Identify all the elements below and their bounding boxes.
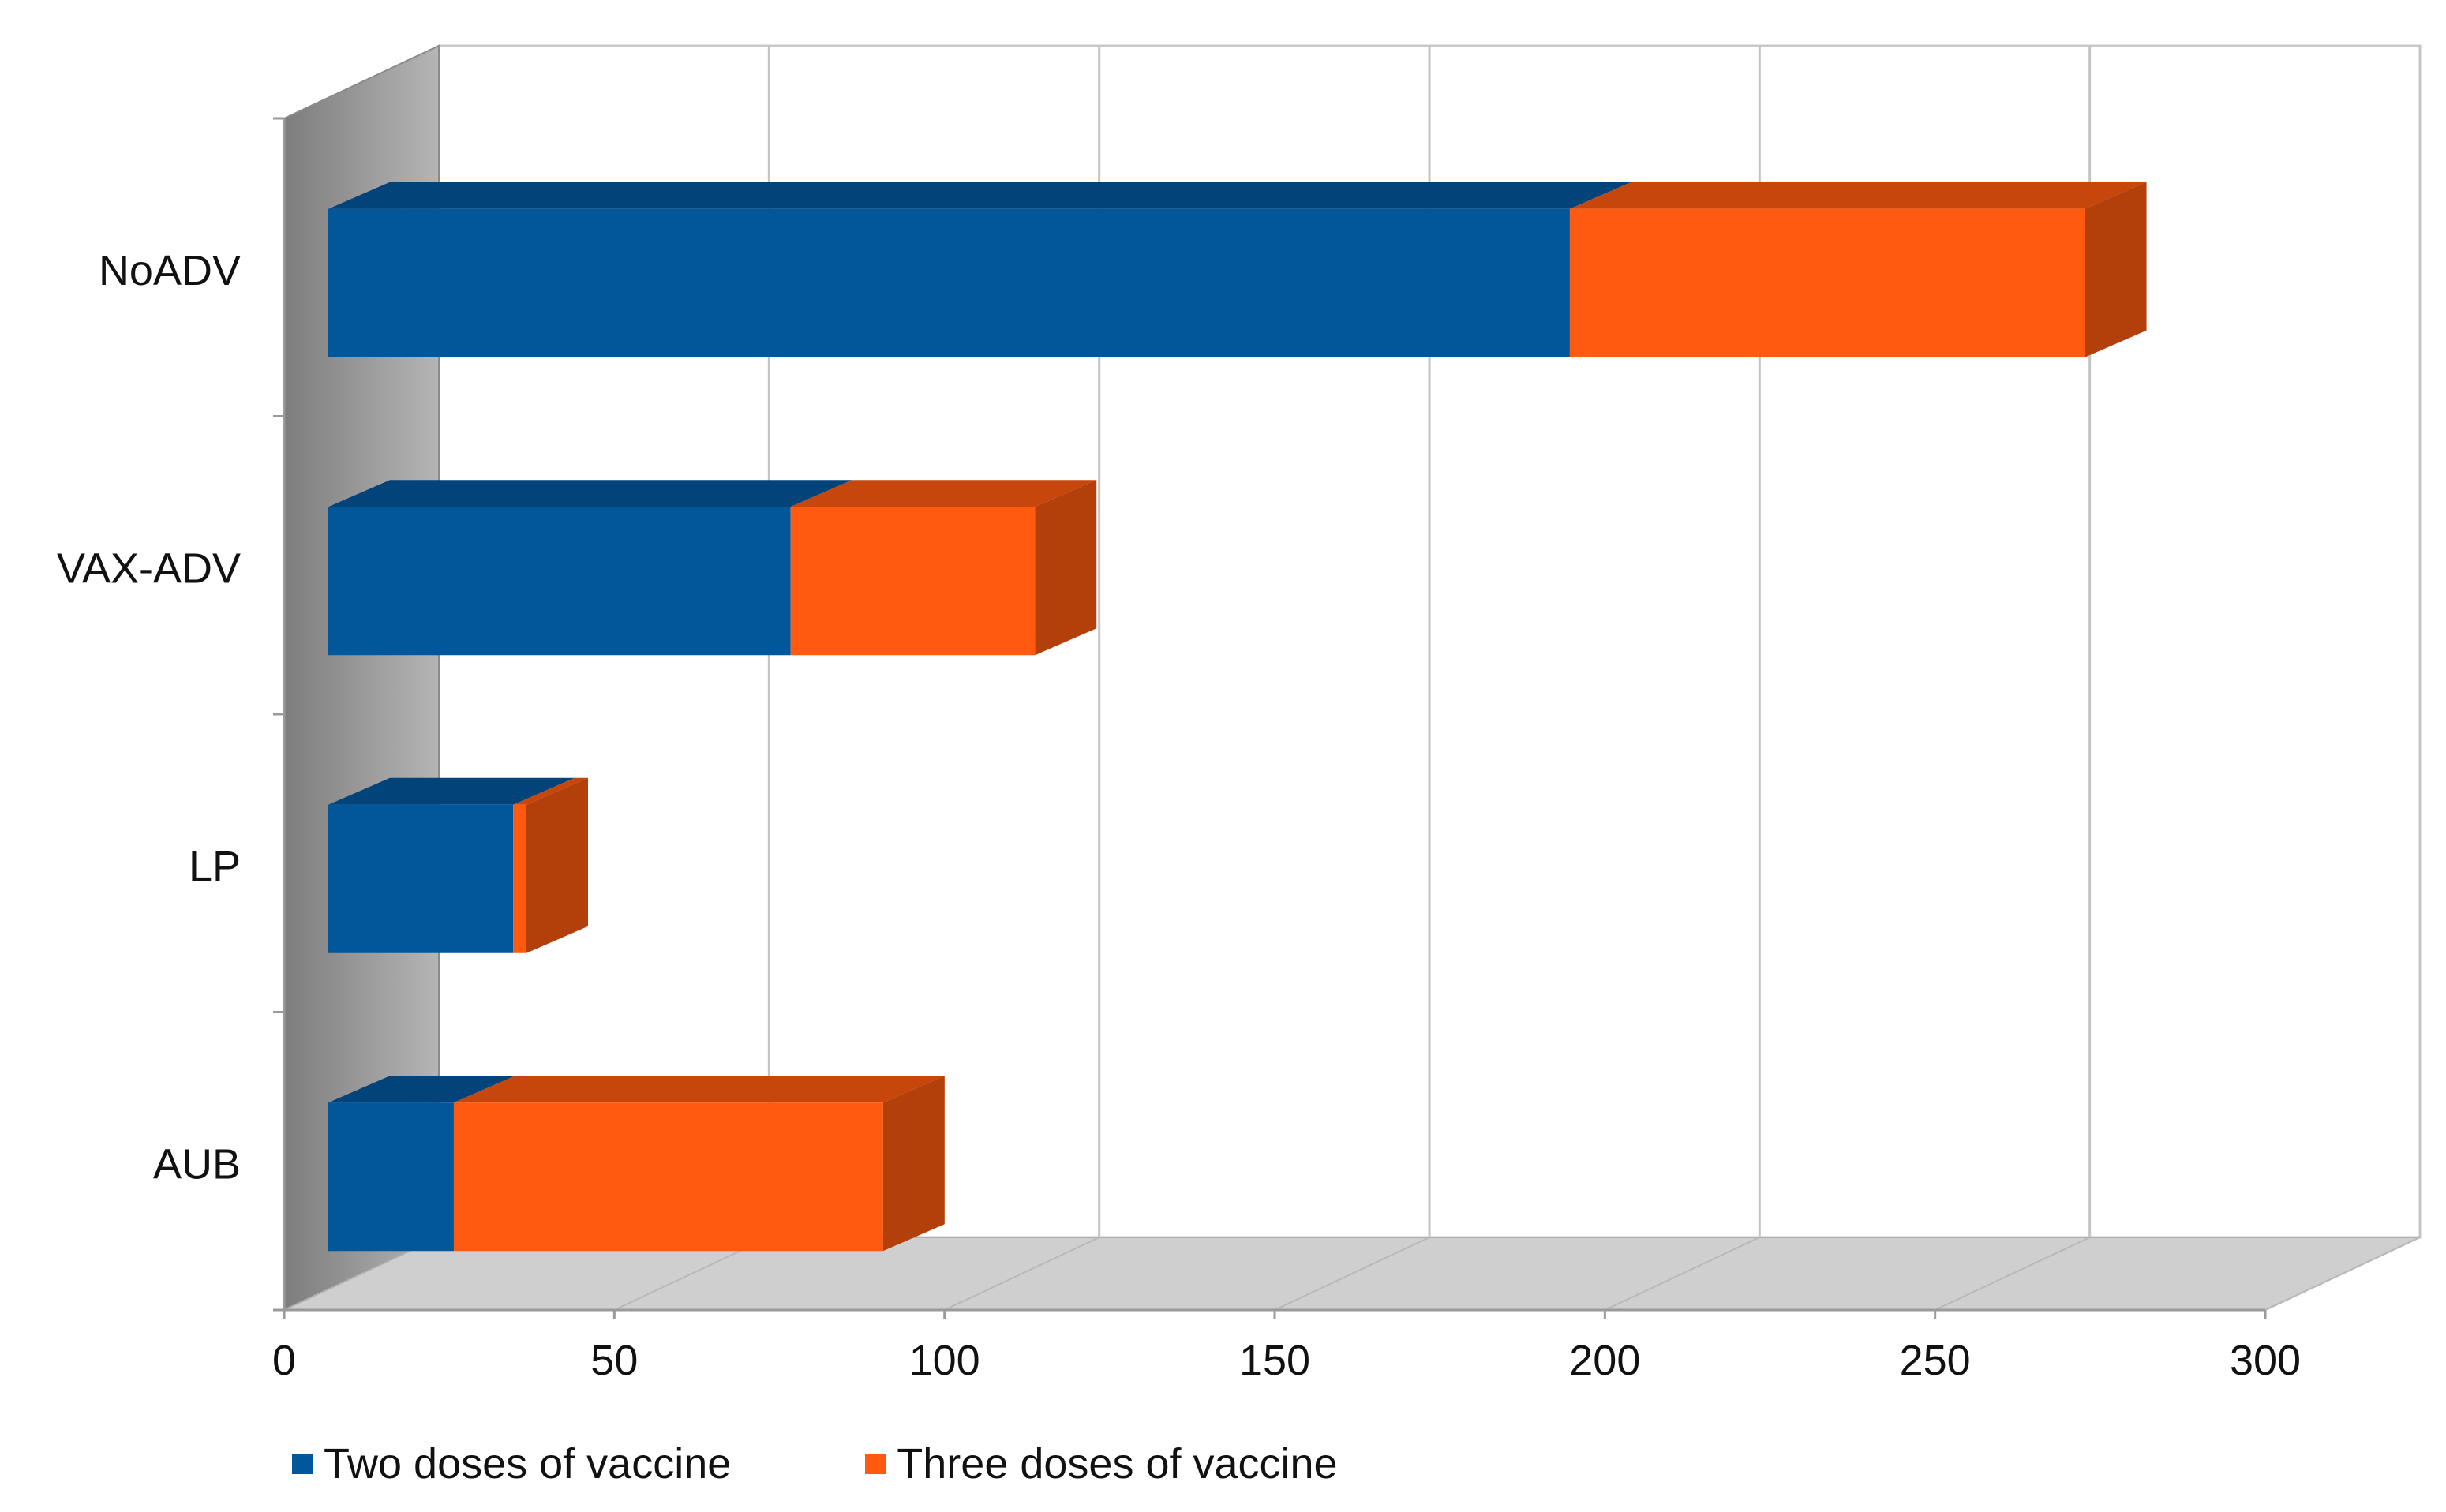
legend-item-two-doses: Two doses of vaccine (292, 1439, 731, 1488)
x-tick-label: 100 (909, 1337, 980, 1384)
bars (328, 182, 2147, 1252)
bar-top-face (328, 182, 1631, 209)
legend-label: Three doses of vaccine (897, 1440, 1338, 1488)
bar-top-face (328, 480, 852, 507)
axis-labels: 0 50 100 150 200 250 300 NoADV VAX-ADV LP AUB (57, 247, 2301, 1384)
floor-gridline (1604, 1237, 1760, 1311)
axes (273, 117, 2267, 1319)
bar-top-face (328, 777, 575, 805)
bar-side-face (2085, 182, 2147, 357)
bar-segment (328, 208, 1570, 357)
category-label: NoADV (99, 247, 241, 294)
bar-segment (1569, 208, 2085, 357)
x-tick-label: 150 (1239, 1337, 1310, 1384)
bar-side-face (526, 777, 588, 953)
legend-item-three-doses: Three doses of vaccine (865, 1439, 1338, 1488)
floor-gridline (2264, 1237, 2421, 1311)
bar-segment (513, 804, 526, 953)
bar-segment (328, 1102, 454, 1252)
bar-top-face (453, 1076, 945, 1103)
category-label: LP (189, 843, 241, 890)
bar-segment (453, 1102, 883, 1252)
legend-swatch (865, 1454, 886, 1474)
legend-label: Two doses of vaccine (324, 1440, 732, 1488)
bar-top-face (1569, 182, 2147, 209)
bar-top-face (790, 480, 1097, 507)
legend: Two doses of vaccine Three doses of vacc… (292, 1436, 1338, 1491)
category-label: VAX-ADV (57, 545, 241, 592)
x-tick-label: 50 (590, 1337, 638, 1384)
bar-segment (328, 804, 514, 953)
bar-side-face (882, 1076, 945, 1252)
x-tick-label: 0 (272, 1337, 296, 1384)
floor-gridline (1935, 1237, 2091, 1311)
floor-gridline (1274, 1237, 1430, 1311)
x-tick-label: 250 (1900, 1337, 1971, 1384)
bar-top-face (513, 777, 588, 805)
x-tick-label: 200 (1569, 1337, 1640, 1384)
legend-swatch (292, 1454, 313, 1474)
floor-gridline (944, 1237, 1100, 1311)
bar-top-face (328, 1076, 515, 1103)
category-label: AUB (153, 1140, 241, 1188)
x-tick-label: 300 (2230, 1337, 2301, 1384)
bar-side-face (1035, 480, 1097, 656)
bar-segment (790, 507, 1036, 656)
bar-segment (328, 507, 791, 656)
